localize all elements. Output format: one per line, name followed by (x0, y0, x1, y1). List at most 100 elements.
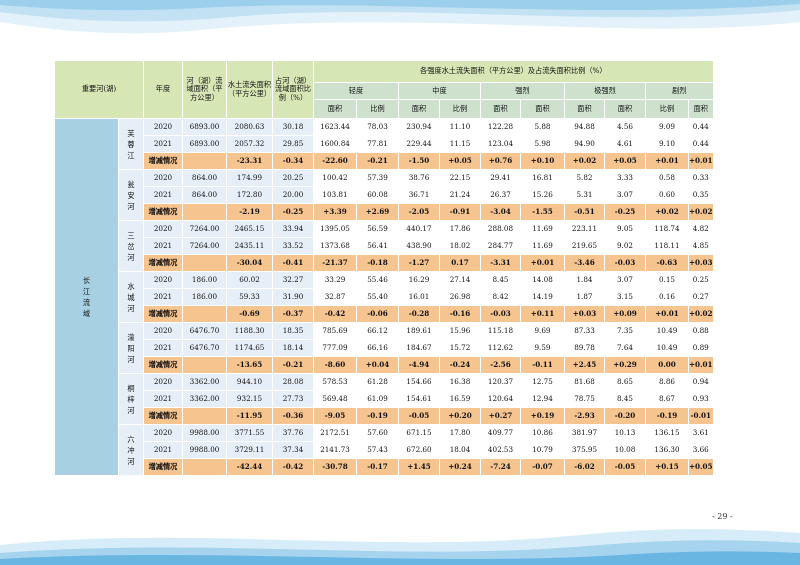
table-cell: 115.18 (480, 322, 521, 340)
table-cell: 5.82 (564, 169, 605, 187)
table-cell: 6893.00 (182, 118, 227, 136)
table-cell: -2.93 (564, 407, 605, 425)
table-cell: -0.16 (439, 305, 481, 323)
table-cell: -11.95 (226, 407, 273, 425)
table-cell: -0.19 (356, 407, 399, 425)
table-cell: 18.02 (439, 237, 481, 255)
table-cell: 12.94 (520, 390, 565, 408)
header-sub-label: 面积 (398, 99, 440, 119)
table-cell: 154.66 (398, 373, 440, 391)
table-cell: 8.45 (480, 271, 521, 289)
table-cell: 28.08 (272, 373, 314, 391)
table-cell: 375.95 (564, 441, 605, 459)
table-cell: -1.50 (398, 152, 440, 170)
table-cell: 32.27 (272, 271, 314, 289)
table-cell: 0.33 (688, 169, 714, 187)
table-cell: -0.42 (272, 458, 314, 476)
year-cell: 2021 (143, 441, 183, 459)
table-cell: 174.99 (226, 169, 273, 187)
table-cell: 154.61 (398, 390, 440, 408)
table-cell: 8.45 (604, 390, 646, 408)
table-cell: 10.08 (604, 441, 646, 459)
table-cell: -0.18 (356, 254, 399, 272)
table-cell: 14.08 (520, 271, 565, 289)
table-cell: -0.51 (564, 203, 605, 221)
year-cell: 2020 (143, 118, 183, 136)
table-cell: 120.64 (480, 390, 521, 408)
header-intensity: 强烈 (480, 82, 565, 100)
table-cell: 59.33 (226, 288, 273, 306)
table-cell: 0.44 (688, 135, 714, 153)
table-cell: 136.30 (645, 441, 689, 459)
table-cell: 77.81 (356, 135, 399, 153)
table-cell: 26.37 (480, 186, 521, 204)
table-cell: -0.41 (272, 254, 314, 272)
table-cell: +0.03 (564, 305, 605, 323)
table-cell: 5.31 (564, 186, 605, 204)
table-cell: -0.05 (604, 458, 646, 476)
river-name: 桐梓河 (127, 383, 135, 415)
table-cell: -8.60 (313, 356, 357, 374)
table-cell: 864.00 (182, 186, 227, 204)
table-cell: +0.05 (688, 458, 714, 476)
table-cell: 11.10 (439, 118, 481, 136)
table-cell: 38.76 (398, 169, 440, 187)
table-cell: 671.15 (398, 424, 440, 442)
table-cell: +0.19 (520, 407, 565, 425)
table-cell: 17.86 (439, 220, 481, 238)
table-cell: 37.76 (272, 424, 314, 442)
year-cell: 2020 (143, 322, 183, 340)
table-cell: -30.78 (313, 458, 357, 476)
table-cell: -2.19 (226, 203, 273, 221)
change-label: 增减情况 (143, 305, 183, 323)
table-cell: 16.38 (439, 373, 481, 391)
table-cell: 569.48 (313, 390, 357, 408)
table-cell: 15.26 (520, 186, 565, 204)
table-cell: 123.04 (480, 135, 521, 153)
table-cell: 56.59 (356, 220, 399, 238)
table-cell: 112.62 (480, 339, 521, 357)
table-cell: 100.42 (313, 169, 357, 187)
table-cell: 55.40 (356, 288, 399, 306)
table-cell: 78.03 (356, 118, 399, 136)
table-cell: 0.35 (688, 186, 714, 204)
table-cell: 29.85 (272, 135, 314, 153)
river-name-cell: 六冲河 (118, 424, 144, 476)
table-cell: 3.07 (604, 271, 646, 289)
table-cell: 219.65 (564, 237, 605, 255)
table-cell: 9.59 (520, 339, 565, 357)
table-cell: 21.24 (439, 186, 481, 204)
table-row: 增减情况 -42.44 -0.42 -30.78 -0.17 +1.45 +0.24 -7.2… (55, 458, 714, 476)
table-cell: +2.69 (356, 203, 399, 221)
table-row: 2021 6893.00 2057.32 29.85 1600.84 77.81 229.4… (55, 135, 714, 153)
table-cell: -6.02 (564, 458, 605, 476)
table-cell: 932.15 (226, 390, 273, 408)
table-cell: -0.91 (439, 203, 481, 221)
header-sub-label: 面积 (688, 99, 714, 119)
table-cell (182, 254, 227, 272)
river-name-cell: 瓮安河 (118, 169, 144, 221)
table-cell: 0.60 (645, 186, 689, 204)
table-cell: -3.46 (564, 254, 605, 272)
year-cell: 2021 (143, 339, 183, 357)
table-cell: 103.81 (313, 186, 357, 204)
table-cell: 7264.00 (182, 220, 227, 238)
table-cell: 0.17 (439, 254, 481, 272)
table-cell: 0.15 (645, 271, 689, 289)
table-cell: +0.01 (688, 356, 714, 374)
table-cell: 578.53 (313, 373, 357, 391)
river-name: 芙蓉江 (127, 128, 135, 160)
table-cell (182, 356, 227, 374)
table-cell: 1600.84 (313, 135, 357, 153)
table-cell: 55.46 (356, 271, 399, 289)
header-sub-label: 比例 (645, 99, 689, 119)
table-cell: 94.88 (564, 118, 605, 136)
table-cell: +0.02 (564, 152, 605, 170)
table-cell: 27.73 (272, 390, 314, 408)
change-label: 增减情况 (143, 356, 183, 374)
table-cell: -0.37 (272, 305, 314, 323)
table-cell: -2.05 (398, 203, 440, 221)
river-name: 三岔河 (127, 230, 135, 262)
table-cell: 0.16 (645, 288, 689, 306)
table-row: 增减情况 -11.95 -0.36 -9.05 -0.19 -0.05 +0.20 +0.27… (55, 407, 714, 425)
